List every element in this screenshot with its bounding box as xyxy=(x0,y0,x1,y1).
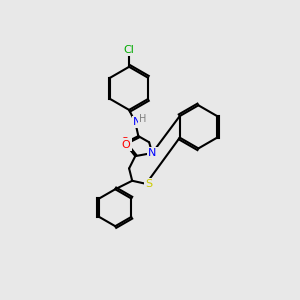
Text: S: S xyxy=(146,179,153,189)
Text: S: S xyxy=(146,179,153,189)
Text: N: N xyxy=(133,117,141,127)
Text: H: H xyxy=(139,114,147,124)
Text: Cl: Cl xyxy=(124,45,134,55)
Text: N: N xyxy=(148,148,156,158)
Text: O: O xyxy=(122,140,130,150)
Text: O: O xyxy=(120,137,129,147)
Text: N: N xyxy=(148,148,156,158)
